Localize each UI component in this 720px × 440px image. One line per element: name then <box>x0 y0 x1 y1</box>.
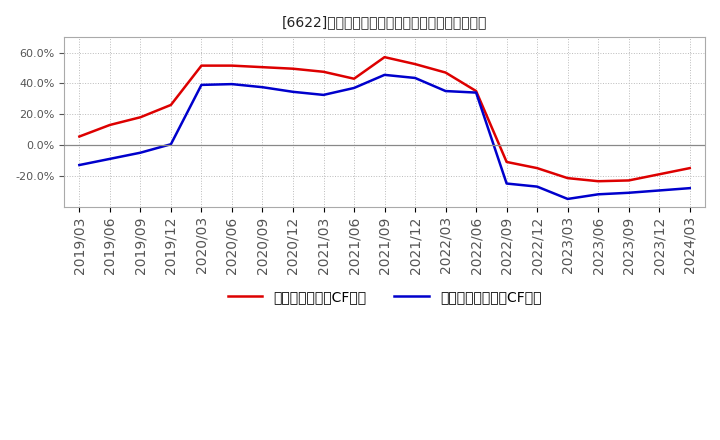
有利子負債営業CF比率 <box>472 88 480 94</box>
有利子負債営業CF比率 <box>75 134 84 139</box>
有利子負債営業CF比率 <box>410 62 419 67</box>
有利子負債フリーCF比率 <box>685 186 694 191</box>
有利子負債営業CF比率 <box>350 76 359 81</box>
有利子負債営業CF比率 <box>441 70 450 75</box>
有利子負債フリーCF比率 <box>503 181 511 186</box>
有利子負債営業CF比率 <box>624 178 633 183</box>
有利子負債フリーCF比率 <box>258 84 267 90</box>
有利子負債営業CF比率 <box>380 55 389 60</box>
有利子負債営業CF比率 <box>289 66 297 71</box>
Line: 有利子負債フリーCF比率: 有利子負債フリーCF比率 <box>79 75 690 199</box>
有利子負債フリーCF比率 <box>228 81 236 87</box>
有利子負債フリーCF比率 <box>594 192 603 197</box>
Title: [6622]　有利子負債キャッシュフロー比率の推移: [6622] 有利子負債キャッシュフロー比率の推移 <box>282 15 487 29</box>
有利子負債営業CF比率 <box>655 172 664 177</box>
有利子負債フリーCF比率 <box>655 188 664 193</box>
有利子負債フリーCF比率 <box>563 196 572 202</box>
有利子負債フリーCF比率 <box>319 92 328 98</box>
有利子負債営業CF比率 <box>228 63 236 68</box>
有利子負債フリーCF比率 <box>441 88 450 94</box>
有利子負債フリーCF比率 <box>136 150 145 155</box>
有利子負債フリーCF比率 <box>533 184 541 189</box>
Line: 有利子負債営業CF比率: 有利子負債営業CF比率 <box>79 57 690 181</box>
有利子負債フリーCF比率 <box>75 162 84 168</box>
有利子負債営業CF比率 <box>594 179 603 184</box>
有利子負債営業CF比率 <box>258 65 267 70</box>
有利子負債フリーCF比率 <box>624 190 633 195</box>
有利子負債営業CF比率 <box>197 63 206 68</box>
有利子負債フリーCF比率 <box>380 72 389 77</box>
有利子負債フリーCF比率 <box>197 82 206 88</box>
有利子負債営業CF比率 <box>533 165 541 171</box>
有利子負債営業CF比率 <box>563 176 572 181</box>
有利子負債フリーCF比率 <box>472 90 480 95</box>
有利子負債フリーCF比率 <box>350 85 359 91</box>
有利子負債フリーCF比率 <box>166 142 175 147</box>
有利子負債フリーCF比率 <box>106 156 114 161</box>
有利子負債営業CF比率 <box>319 69 328 74</box>
有利子負債営業CF比率 <box>106 122 114 128</box>
有利子負債営業CF比率 <box>503 159 511 165</box>
有利子負債フリーCF比率 <box>289 89 297 95</box>
有利子負債営業CF比率 <box>166 102 175 107</box>
有利子負債営業CF比率 <box>136 114 145 120</box>
有利子負債営業CF比率 <box>685 165 694 171</box>
Legend: 有利子負債営業CF比率, 有利子負債フリーCF比率: 有利子負債営業CF比率, 有利子負債フリーCF比率 <box>222 285 547 310</box>
有利子負債フリーCF比率 <box>410 75 419 81</box>
